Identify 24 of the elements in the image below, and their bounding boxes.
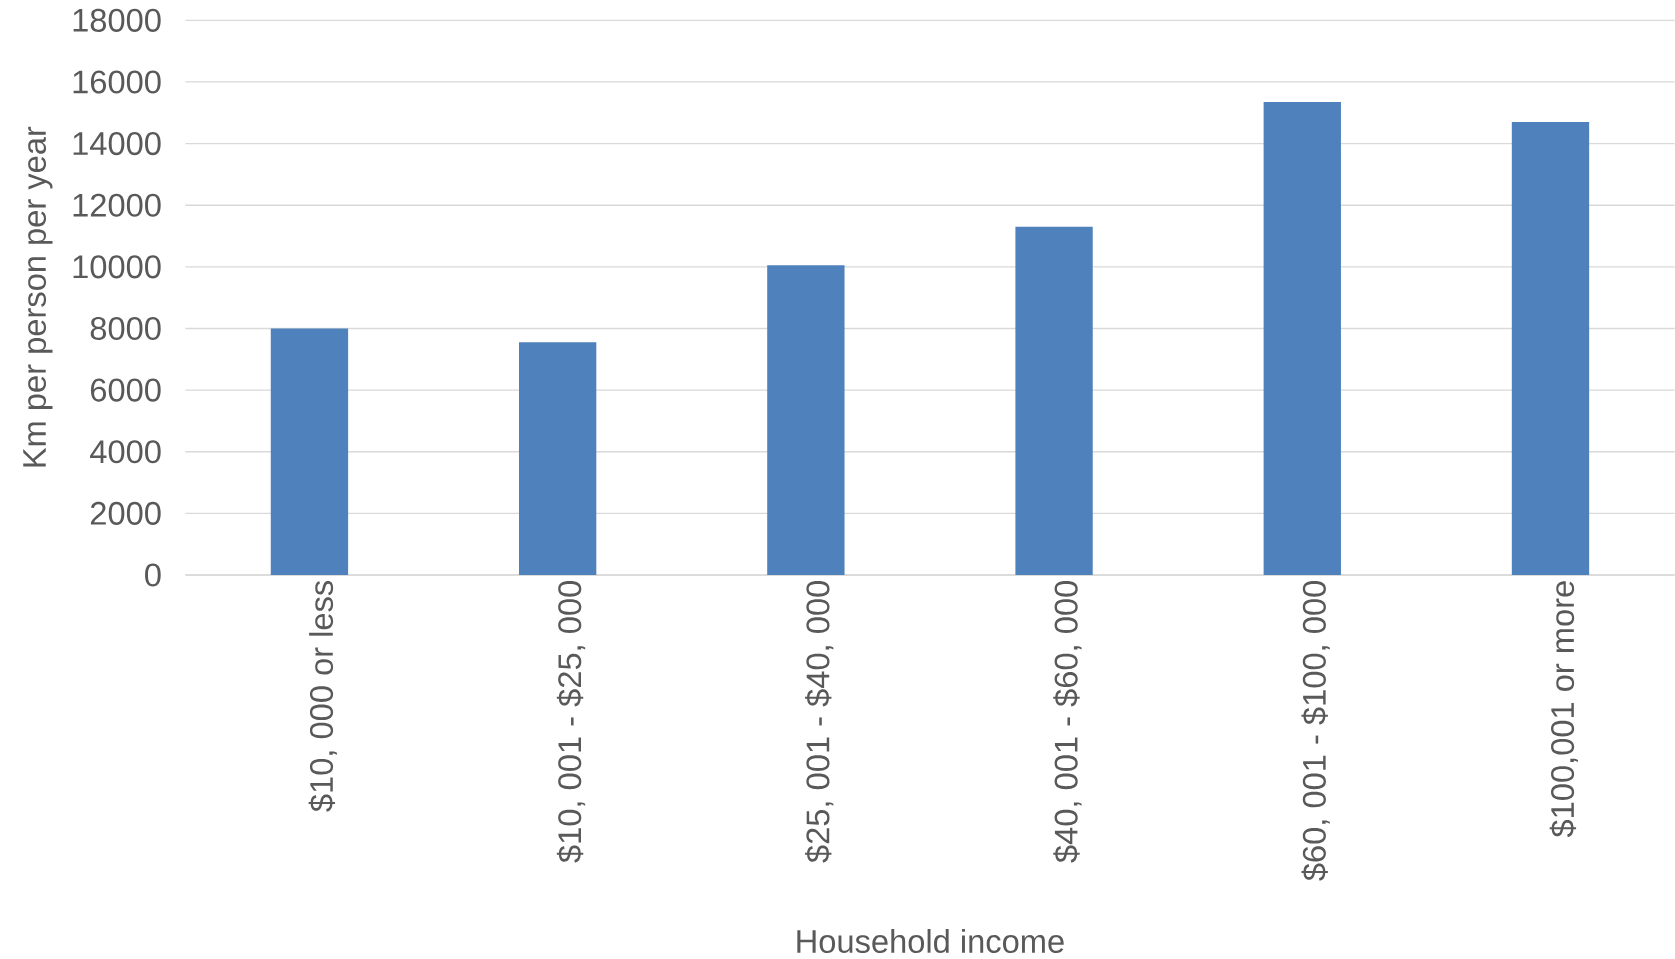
y-tick-label: 8000 [90,316,161,341]
y-tick-label: 0 [145,563,161,587]
bar [1263,101,1341,575]
y-tick-label: 2000 [90,501,161,525]
y-tick-label: 4000 [90,440,161,464]
bar [1511,122,1590,575]
y-tick-label: 6000 [90,378,161,402]
y-tick-label: 18000 [73,8,161,32]
bar [270,328,349,575]
y-tick-label: 16000 [73,70,161,94]
bar [518,342,597,575]
y-tick-label: 14000 [73,132,161,156]
y-axis-title: Km per person per year [23,126,53,467]
y-tick-label: 10000 [73,255,161,279]
x-axis-title: Household income [797,929,1064,953]
x-tick-label: $60, 001 - $100, 000 [1301,581,1330,881]
x-tick-label: $40, 001 - $60, 000 [1053,581,1082,863]
x-tick-label: $25, 001 - $40, 000 [805,581,834,863]
x-tick-label: $10, 001 - $25, 000 [556,581,586,863]
x-tick-label: $100,001 or more [1549,581,1579,838]
bar [767,265,845,575]
bar [1015,226,1093,575]
y-tick-label: 12000 [73,193,161,217]
x-tick-label: $10, 000 or less [308,580,337,812]
